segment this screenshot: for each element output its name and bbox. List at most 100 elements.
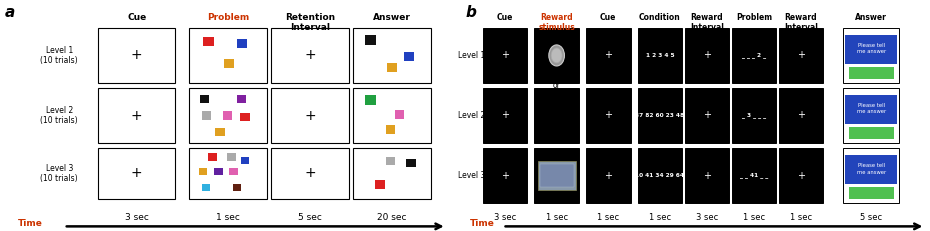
Text: +: + [703,170,711,181]
Text: 5 sec: 5 sec [298,213,322,222]
Text: +: + [304,49,315,62]
FancyBboxPatch shape [535,148,579,203]
FancyBboxPatch shape [684,28,729,83]
Bar [405,52,414,61]
Bar [406,159,417,167]
FancyBboxPatch shape [586,28,631,83]
Text: 5 sec: 5 sec [860,213,883,222]
Text: +: + [304,166,315,180]
Text: _ _ _ 2 _: _ _ _ 2 _ [742,52,766,58]
Text: a: a [5,5,15,20]
Bar [375,180,385,189]
Text: Level 3: Level 3 [458,171,485,180]
Bar [208,153,217,161]
Text: +: + [604,110,612,121]
Text: Time: Time [470,219,495,228]
FancyBboxPatch shape [778,148,823,203]
FancyBboxPatch shape [778,28,823,83]
Text: Time: Time [19,219,43,228]
Text: Problem: Problem [736,13,772,22]
Bar [845,35,897,64]
Text: +: + [797,110,804,121]
Text: _ _ 41 _ _: _ _ 41 _ _ [739,173,768,179]
FancyBboxPatch shape [638,28,683,83]
Text: +: + [131,109,142,122]
Text: Level 1: Level 1 [458,51,485,60]
Bar [387,63,396,72]
Text: Level 3
(10 trials): Level 3 (10 trials) [40,164,78,183]
FancyBboxPatch shape [353,148,431,199]
Text: Level 1
(10 trials): Level 1 (10 trials) [40,46,78,65]
Bar [228,153,236,161]
Text: Reward
Interval: Reward Interval [690,13,724,32]
Text: 3 sec: 3 sec [494,213,516,222]
Bar [849,127,894,139]
FancyBboxPatch shape [189,88,267,143]
Text: +: + [501,110,509,121]
Text: Please tell
me answer: Please tell me answer [857,43,886,54]
Bar [224,59,234,68]
Bar [845,155,897,184]
Text: +: + [131,49,142,62]
Text: Condition: Condition [639,13,681,22]
Text: +: + [304,109,315,122]
Text: Please tell
me answer: Please tell me answer [857,103,886,114]
Text: 20 sec: 20 sec [378,213,406,222]
Bar [214,167,223,175]
Text: Cue: Cue [127,13,146,22]
Text: 1 sec: 1 sec [790,213,812,222]
Bar [240,113,249,122]
Bar [216,128,225,137]
Bar [232,184,242,191]
Text: +: + [604,170,612,181]
Bar [386,125,395,134]
FancyBboxPatch shape [98,88,176,143]
Text: +: + [797,50,804,61]
Text: +: + [501,50,509,61]
Text: Answer: Answer [373,13,411,22]
Text: 37 82 60 23 48: 37 82 60 23 48 [635,113,684,118]
Ellipse shape [551,48,562,63]
FancyBboxPatch shape [272,88,349,143]
Text: or: or [552,81,561,90]
FancyBboxPatch shape [353,88,431,143]
Bar [223,111,232,120]
Text: +: + [131,166,142,180]
FancyBboxPatch shape [638,88,683,143]
Bar [241,157,249,164]
Bar [395,110,405,119]
Bar [237,94,246,103]
Text: Problem: Problem [206,13,249,22]
Bar [204,37,214,46]
Bar [365,95,376,105]
Text: b: b [465,5,476,20]
FancyBboxPatch shape [684,148,729,203]
FancyBboxPatch shape [538,161,576,190]
FancyBboxPatch shape [586,88,631,143]
FancyBboxPatch shape [844,148,899,203]
Bar [202,111,211,120]
Text: Answer: Answer [856,13,887,22]
Text: +: + [703,110,711,121]
Ellipse shape [549,45,565,66]
Bar [845,95,897,124]
FancyBboxPatch shape [535,88,579,143]
Bar [202,184,210,191]
FancyBboxPatch shape [732,88,777,143]
Text: +: + [703,50,711,61]
FancyBboxPatch shape [272,28,349,83]
FancyBboxPatch shape [189,28,267,83]
Bar [200,94,209,103]
FancyBboxPatch shape [189,148,267,199]
Text: 3 sec: 3 sec [125,213,149,222]
Text: 10 41 34 29 64: 10 41 34 29 64 [635,173,684,178]
FancyBboxPatch shape [535,28,579,83]
FancyBboxPatch shape [353,28,431,83]
Bar [849,67,894,79]
FancyBboxPatch shape [778,88,823,143]
Text: 3 sec: 3 sec [696,213,718,222]
Text: 1 sec: 1 sec [649,213,671,222]
FancyBboxPatch shape [98,28,176,83]
FancyBboxPatch shape [483,148,527,203]
Text: +: + [501,170,509,181]
